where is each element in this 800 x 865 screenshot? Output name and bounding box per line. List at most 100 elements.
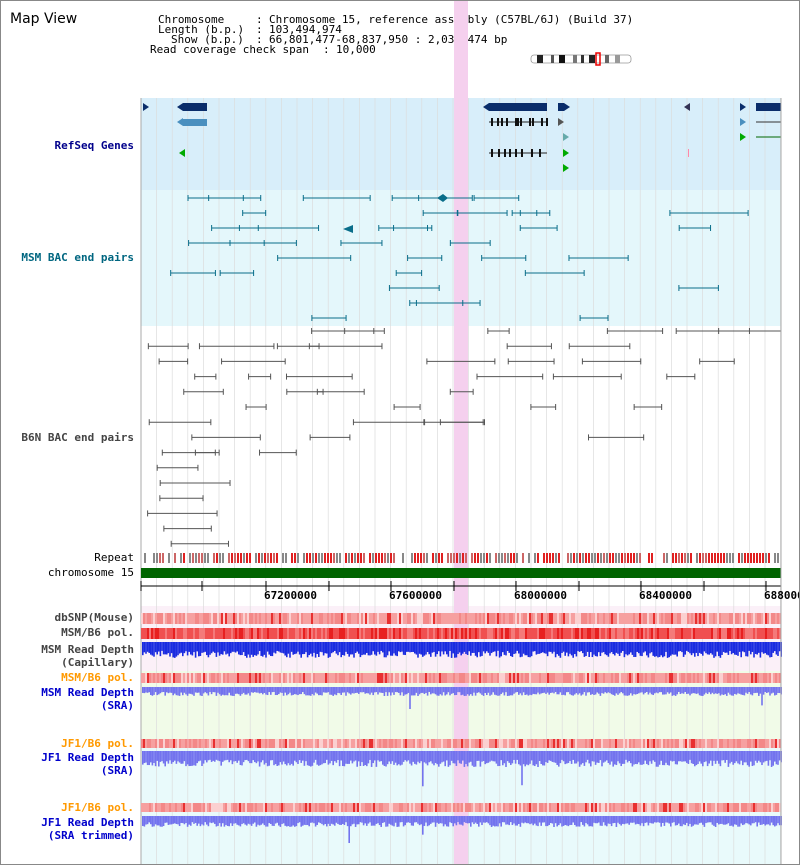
track-label-jf1-b6-pol[interactable]: JF1/B6 pol. — [61, 737, 134, 750]
depth-bar — [631, 751, 634, 767]
depth-bar — [657, 816, 659, 823]
heat-cell — [231, 803, 233, 812]
heat-cell — [187, 739, 189, 748]
depth-bar — [455, 642, 458, 658]
heat-cell — [415, 628, 417, 639]
heat-cell — [379, 739, 381, 748]
heat-cell — [729, 739, 731, 748]
repeat-block — [369, 553, 371, 563]
track-label-msm-rd-sra[interactable]: MSM Read Depth — [41, 686, 134, 699]
heat-cell — [717, 673, 719, 683]
heat-cell — [659, 673, 661, 683]
heat-cell — [735, 613, 737, 624]
track-label-msm-bac[interactable]: MSM BAC end pairs — [21, 251, 134, 264]
track-label-jf1-b6-pol-trim[interactable]: JF1/B6 pol. — [61, 801, 134, 814]
current-region-marker — [595, 52, 601, 66]
depth-bar — [727, 816, 730, 824]
depth-bar — [311, 751, 314, 766]
chromosome-ideogram[interactable] — [529, 51, 635, 67]
heat-cell — [299, 673, 301, 683]
heat-cell — [385, 803, 387, 812]
depth-bar — [239, 687, 242, 696]
track-label-dbsnp[interactable]: dbSNP(Mouse) — [54, 611, 134, 624]
depth-bar — [609, 687, 611, 694]
depth-bar — [647, 751, 650, 766]
heat-cell — [287, 803, 289, 812]
heat-cell — [767, 628, 769, 639]
depth-bar — [593, 642, 595, 655]
track-label-msm-rd-capillary[interactable]: MSM Read Depth — [41, 643, 134, 656]
heat-cell — [175, 739, 177, 748]
track-label-msm-b6-pol[interactable]: MSM/B6 pol. — [61, 626, 134, 639]
depth-bar — [460, 687, 462, 696]
depth-bar — [628, 642, 630, 655]
heat-cell — [639, 739, 641, 748]
depth-bar — [316, 642, 318, 654]
depth-bar — [767, 687, 770, 693]
depth-bar — [457, 687, 459, 693]
depth-bar — [615, 751, 618, 766]
heat-cell — [649, 673, 651, 683]
heat-cell — [769, 673, 771, 683]
depth-bar — [386, 751, 389, 765]
depth-bar — [324, 642, 326, 654]
track-label-jf1-rd-sra[interactable]: JF1 Read Depth — [41, 751, 134, 764]
heat-cell — [569, 673, 571, 683]
heat-cell — [637, 673, 639, 683]
heat-cell — [167, 613, 169, 624]
heat-cell — [279, 613, 281, 624]
heat-cell — [593, 739, 595, 748]
depth-bar — [161, 751, 163, 762]
heat-cell — [335, 613, 337, 624]
heat-cell — [399, 803, 401, 812]
heat-cell — [215, 739, 217, 748]
gene-arrow — [177, 118, 183, 126]
track-label-b6n-bac[interactable]: B6N BAC end pairs — [21, 431, 134, 444]
heat-cell — [697, 803, 699, 812]
heat-cell — [507, 739, 509, 748]
repeat-block — [573, 553, 575, 563]
depth-bar — [644, 687, 646, 693]
heat-cell — [543, 613, 545, 624]
gene-arrow — [563, 133, 569, 141]
depth-bar — [694, 687, 696, 694]
heat-cell — [581, 803, 583, 812]
heat-cell — [401, 803, 403, 812]
depth-bar — [377, 687, 379, 695]
depth-bar — [766, 751, 768, 761]
depth-bar — [278, 642, 280, 652]
heat-cell — [439, 803, 441, 812]
track-label-jf1-rd-trim[interactable]: JF1 Read Depth — [41, 816, 134, 829]
heat-cell — [383, 739, 385, 748]
depth-bar — [188, 816, 190, 825]
depth-bar — [622, 816, 624, 824]
depth-bar — [169, 816, 171, 825]
heat-cell — [739, 673, 741, 683]
track-label-refseq[interactable]: RefSeq Genes — [54, 139, 134, 152]
track-label-msm-b6-pol-sra[interactable]: MSM/B6 pol. — [61, 671, 134, 684]
heat-cell — [153, 739, 155, 748]
heat-cell — [605, 628, 607, 639]
heat-cell — [279, 803, 281, 812]
depth-bar — [410, 816, 413, 826]
depth-bar — [679, 687, 682, 694]
depth-bar — [580, 751, 582, 765]
heat-cell — [349, 628, 351, 639]
repeat-block — [393, 553, 395, 563]
depth-bar — [729, 687, 731, 695]
heat-cell — [283, 628, 285, 639]
heat-cell — [547, 613, 549, 624]
depth-bar — [455, 816, 458, 826]
depth-bar — [482, 687, 485, 696]
depth-bar — [426, 751, 429, 766]
depth-bar — [442, 687, 445, 693]
heat-cell — [749, 613, 751, 624]
heat-cell — [225, 673, 227, 683]
depth-bar — [454, 642, 456, 658]
heat-cell — [555, 739, 557, 748]
heat-cell — [281, 803, 283, 812]
heat-cell — [209, 673, 211, 683]
depth-bar — [434, 642, 437, 657]
heat-cell — [735, 739, 737, 748]
